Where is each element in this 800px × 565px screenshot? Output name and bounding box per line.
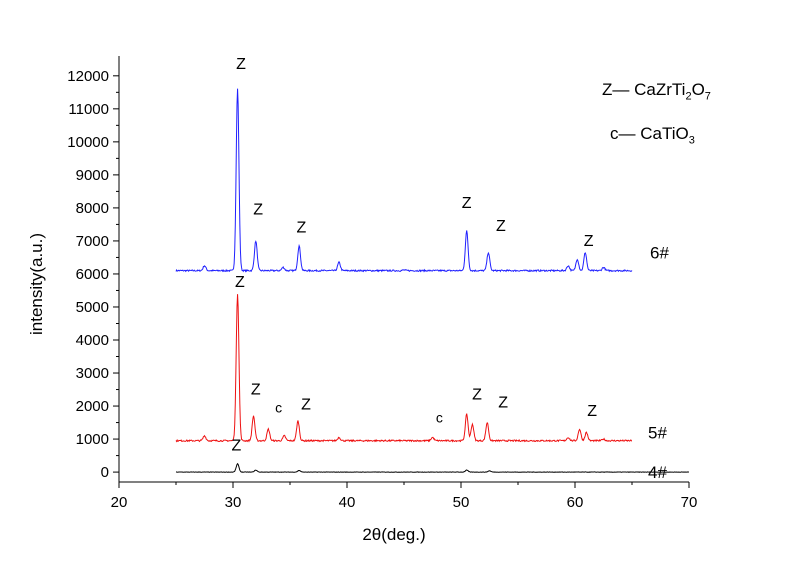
y-tick-label: 2000 (76, 398, 109, 415)
x-tick-label: 70 (681, 494, 698, 511)
y-axis-label: intensity(a.u.) (27, 233, 46, 335)
y-tick-label: 12000 (67, 68, 109, 85)
peak-label: Z (297, 220, 307, 237)
y-tick-label: 5000 (76, 299, 109, 316)
y-tick-label: 10000 (67, 134, 109, 151)
series-name-label: 4# (648, 463, 667, 482)
series-line-1 (175, 88, 633, 273)
peak-label: Z (462, 195, 472, 212)
y-tick-label: 1000 (76, 431, 109, 448)
legend-z-sub-b: 7 (704, 90, 711, 103)
y-tick-label: 8000 (76, 200, 109, 217)
legend-z: Z— CaZrTi2O7 (602, 80, 711, 102)
series-layer: 6# 5# 4# (175, 88, 690, 482)
y-tick-label: 7000 (76, 233, 109, 250)
peak-label: Z (472, 386, 482, 403)
legend-z-part-a: CaZrTi (634, 80, 686, 99)
peak-label: c (436, 410, 443, 426)
legend-c-formula: CaTiO3 (640, 124, 695, 147)
peak-label: Z (236, 56, 246, 73)
series-line-3 (175, 462, 690, 473)
y-tick-label: 11000 (68, 101, 109, 118)
legend-z-key: Z— (602, 80, 630, 99)
legend-c: c— CaTiO3 (610, 124, 695, 146)
legend-z-formula: CaZrTi2O7 (634, 80, 711, 103)
x-tick-label: 50 (453, 494, 470, 511)
peak-label: c (275, 400, 282, 416)
peak-label: Z (584, 233, 594, 250)
legend-z-part-b: O (691, 80, 705, 99)
y-tick-label: 0 (101, 464, 109, 481)
y-tick-label: 9000 (76, 167, 109, 184)
axes: 20 30 40 50 60 70 0 1000 2000 3000 4000 5000 6000 700… (27, 56, 697, 544)
peak-label: Z (253, 202, 263, 219)
x-tick-label: 20 (111, 494, 128, 511)
y-tick-label: 3000 (76, 365, 109, 382)
x-tick-label: 60 (567, 494, 584, 511)
peak-label: Z (587, 403, 597, 420)
series-line-2 (175, 294, 632, 443)
peak-label: Z (232, 438, 242, 455)
peak-label: Z (251, 381, 261, 398)
x-axis-label: 2θ(deg.) (362, 525, 425, 544)
legend-c-key: c— (610, 124, 636, 143)
series-name-label: 6# (650, 244, 669, 263)
series-name-label: 5# (648, 424, 667, 443)
y-tick-label: 4000 (76, 332, 109, 349)
legend-c-part-a: CaTiO (640, 124, 689, 143)
peak-label: Z (235, 274, 245, 291)
peak-label: Z (301, 396, 311, 413)
peak-label: Z (498, 395, 508, 412)
legend-c-sub-a: 3 (688, 134, 695, 147)
peak-label: Z (496, 218, 506, 235)
y-tick-label: 6000 (76, 266, 109, 283)
x-tick-label: 40 (339, 494, 356, 511)
legend-z-sub-a: 2 (685, 90, 692, 103)
x-tick-label: 30 (225, 494, 242, 511)
